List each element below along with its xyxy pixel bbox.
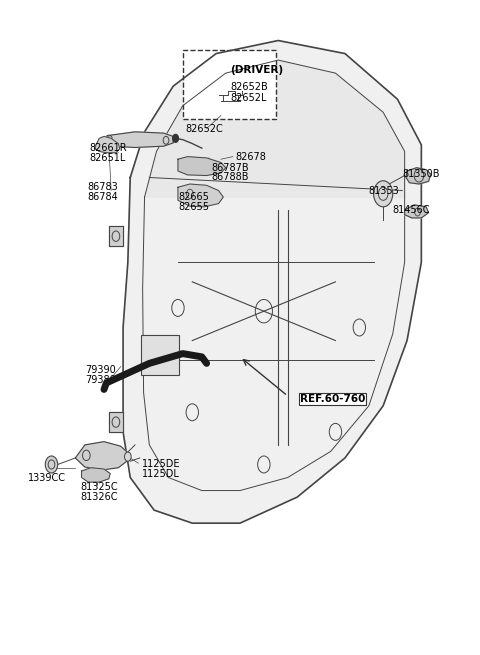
Circle shape [173, 134, 179, 142]
Text: 82652L: 82652L [230, 93, 267, 103]
Text: 82678: 82678 [235, 151, 266, 162]
Text: 82652C: 82652C [185, 124, 223, 134]
Polygon shape [75, 441, 128, 470]
Text: 79380: 79380 [85, 375, 116, 384]
Text: 82652B: 82652B [230, 83, 268, 92]
Polygon shape [178, 157, 226, 176]
Text: 81326C: 81326C [80, 492, 118, 502]
FancyBboxPatch shape [141, 335, 180, 375]
Circle shape [124, 452, 131, 461]
Text: 86787B: 86787B [211, 162, 249, 173]
Polygon shape [102, 132, 173, 147]
Text: 81353: 81353 [369, 185, 399, 196]
Polygon shape [144, 60, 405, 197]
Text: 82655: 82655 [178, 202, 209, 212]
Polygon shape [405, 205, 429, 218]
Polygon shape [109, 227, 123, 246]
Text: (DRIVER): (DRIVER) [230, 65, 284, 75]
Text: 1125DE: 1125DE [142, 459, 180, 470]
Text: 86784: 86784 [87, 192, 118, 202]
Polygon shape [123, 41, 421, 523]
Text: 81325C: 81325C [80, 482, 118, 493]
FancyBboxPatch shape [183, 50, 276, 119]
Text: 86783: 86783 [87, 182, 118, 193]
Text: 82665: 82665 [178, 192, 209, 202]
Polygon shape [178, 184, 223, 207]
Text: 81456C: 81456C [393, 205, 430, 215]
Polygon shape [109, 412, 123, 432]
Text: 1339CC: 1339CC [28, 472, 66, 483]
Circle shape [373, 181, 393, 207]
Text: 79390: 79390 [85, 365, 116, 375]
Text: 81350B: 81350B [402, 169, 440, 179]
Text: 82661R: 82661R [90, 143, 127, 153]
Circle shape [45, 456, 58, 473]
Text: 86788B: 86788B [211, 172, 249, 183]
Polygon shape [95, 136, 120, 153]
Text: 82651L: 82651L [90, 153, 126, 163]
Polygon shape [406, 168, 431, 184]
Polygon shape [82, 468, 110, 482]
Text: 1125DL: 1125DL [142, 469, 180, 479]
Text: REF.60-760: REF.60-760 [300, 394, 365, 404]
